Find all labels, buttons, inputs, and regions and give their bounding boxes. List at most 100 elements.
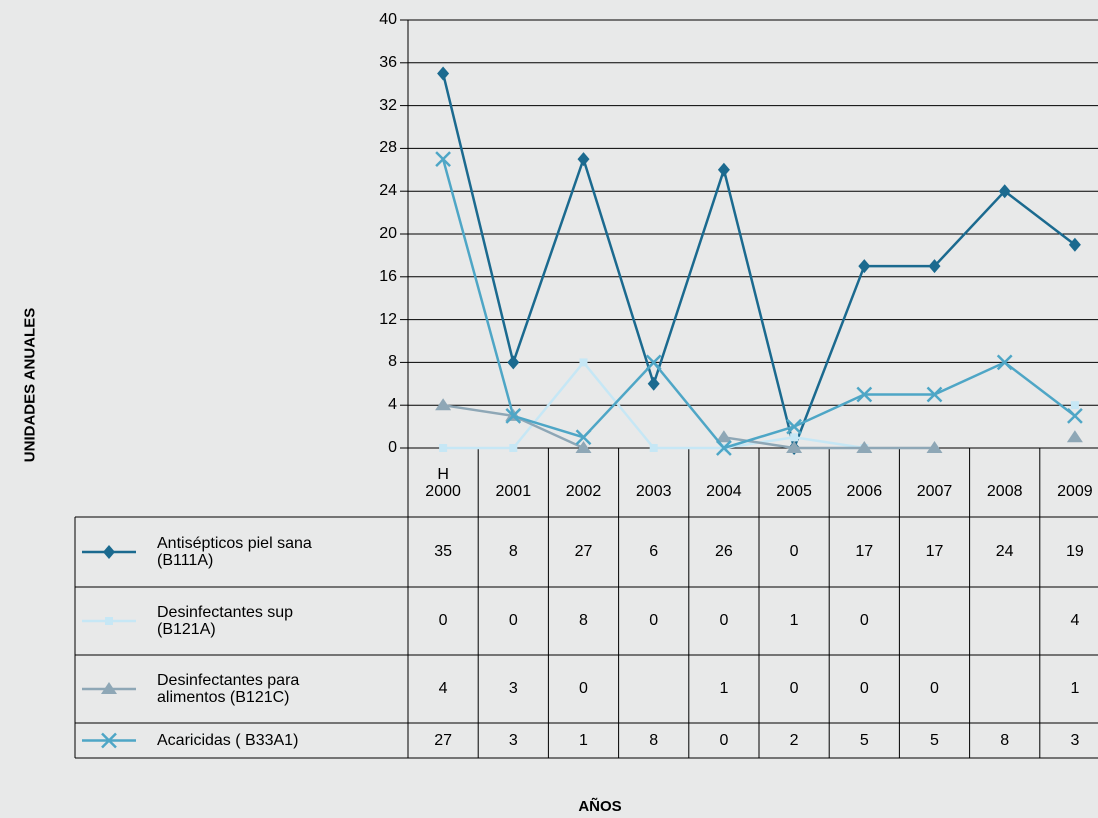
table-value: 1 xyxy=(719,680,729,697)
point xyxy=(1070,401,1079,410)
table-value: 0 xyxy=(719,612,729,629)
table-value: 0 xyxy=(649,612,659,629)
point xyxy=(435,398,452,411)
point xyxy=(1067,408,1083,424)
legend-label: Acaricidas ( B33A1) xyxy=(157,731,299,749)
table-value: 24 xyxy=(995,543,1014,560)
y-tick-label: 0 xyxy=(388,439,397,456)
y-tick-label: 20 xyxy=(379,225,397,242)
table-value: 27 xyxy=(574,543,593,560)
point xyxy=(790,433,799,442)
series-line xyxy=(441,158,1076,450)
table-value: 3 xyxy=(508,731,518,749)
point xyxy=(579,358,588,367)
table-value: 3 xyxy=(1070,731,1080,749)
legend-marker xyxy=(101,732,117,749)
y-tick-label: 24 xyxy=(379,182,397,200)
x-tick-label: 2001 xyxy=(495,483,532,500)
table-value: 4 xyxy=(1070,612,1080,629)
table-value: 8 xyxy=(1000,731,1010,749)
x-tick-label: 2007 xyxy=(916,483,953,500)
point xyxy=(998,184,1011,199)
y-tick-label: 28 xyxy=(379,139,397,157)
legend-label: Antisépticos piel sana (B111A) xyxy=(157,535,312,569)
point xyxy=(1066,430,1083,443)
table-value: 17 xyxy=(855,543,874,560)
point xyxy=(439,444,448,452)
y-tick-label: 36 xyxy=(379,53,397,71)
x-tick-label: 2008 xyxy=(986,483,1023,500)
table-value: 1 xyxy=(1070,680,1080,697)
x-tick-label: 2004 xyxy=(706,483,742,500)
y-tick-label: 32 xyxy=(379,96,397,114)
point xyxy=(716,440,732,456)
table-value: 0 xyxy=(508,612,518,629)
point xyxy=(715,430,732,443)
y-tick-label: 40 xyxy=(379,11,397,28)
point xyxy=(1068,237,1081,252)
x-tick-label: 2009 xyxy=(1057,483,1093,500)
y-axis-title: UNIDADES ANUALES xyxy=(21,307,39,463)
point xyxy=(649,444,658,452)
table-value: 19 xyxy=(1065,543,1084,560)
point xyxy=(858,259,871,274)
point xyxy=(856,386,873,403)
point xyxy=(437,66,450,81)
x-tick-label: 2005 xyxy=(776,483,812,500)
table-value: 8 xyxy=(649,731,659,749)
table-value: 0 xyxy=(579,680,588,697)
table-value: 35 xyxy=(434,543,452,560)
table-value: 0 xyxy=(930,680,939,697)
table-value: 6 xyxy=(649,543,659,560)
table-value: 8 xyxy=(579,612,588,629)
x-tick-label: 2002 xyxy=(565,483,602,500)
y-tick-label: 12 xyxy=(379,310,397,328)
x-tick-label: 2003 xyxy=(635,483,672,500)
table-value: 0 xyxy=(859,680,869,697)
point xyxy=(856,441,873,453)
table-value: 26 xyxy=(714,543,733,560)
table-value: 2 xyxy=(789,731,799,749)
legend-label: Desinfectantes sup (B121A) xyxy=(157,604,294,638)
legend-label: Desinfectantes para alimentos (B121C) xyxy=(157,672,300,706)
y-tick-label: 16 xyxy=(379,267,397,285)
legend-marker xyxy=(105,617,113,625)
point xyxy=(786,441,803,453)
point xyxy=(645,354,662,371)
point xyxy=(577,152,590,167)
point xyxy=(509,444,518,452)
y-tick-label: 8 xyxy=(388,353,397,371)
point xyxy=(575,429,592,446)
point xyxy=(926,386,943,403)
table-value: 1 xyxy=(789,612,799,629)
point xyxy=(647,376,660,391)
table-value: 17 xyxy=(925,543,944,560)
point xyxy=(928,259,941,274)
point xyxy=(926,441,943,453)
point xyxy=(996,354,1013,371)
table-value: 27 xyxy=(434,731,452,749)
legend-marker xyxy=(101,682,117,694)
table-value: 0 xyxy=(438,612,448,629)
table-value: 4 xyxy=(438,680,448,697)
point xyxy=(786,418,802,435)
series-line xyxy=(443,405,1075,448)
table-value: 5 xyxy=(930,731,939,749)
table-value: 0 xyxy=(859,612,869,629)
series-line xyxy=(441,73,1076,453)
point xyxy=(505,408,522,424)
x-tick-label: H 2000 xyxy=(425,466,461,500)
point xyxy=(717,162,730,177)
point xyxy=(507,355,520,370)
table-value: 0 xyxy=(789,680,799,697)
table-value: 0 xyxy=(719,731,729,749)
x-tick-label: 2006 xyxy=(846,483,883,500)
table-value: 8 xyxy=(508,543,518,560)
point xyxy=(435,151,451,167)
x-axis-title: AÑOS xyxy=(578,798,622,815)
y-tick-label: 4 xyxy=(388,396,397,414)
table-value: 0 xyxy=(789,543,799,560)
table-value: 3 xyxy=(508,680,518,697)
